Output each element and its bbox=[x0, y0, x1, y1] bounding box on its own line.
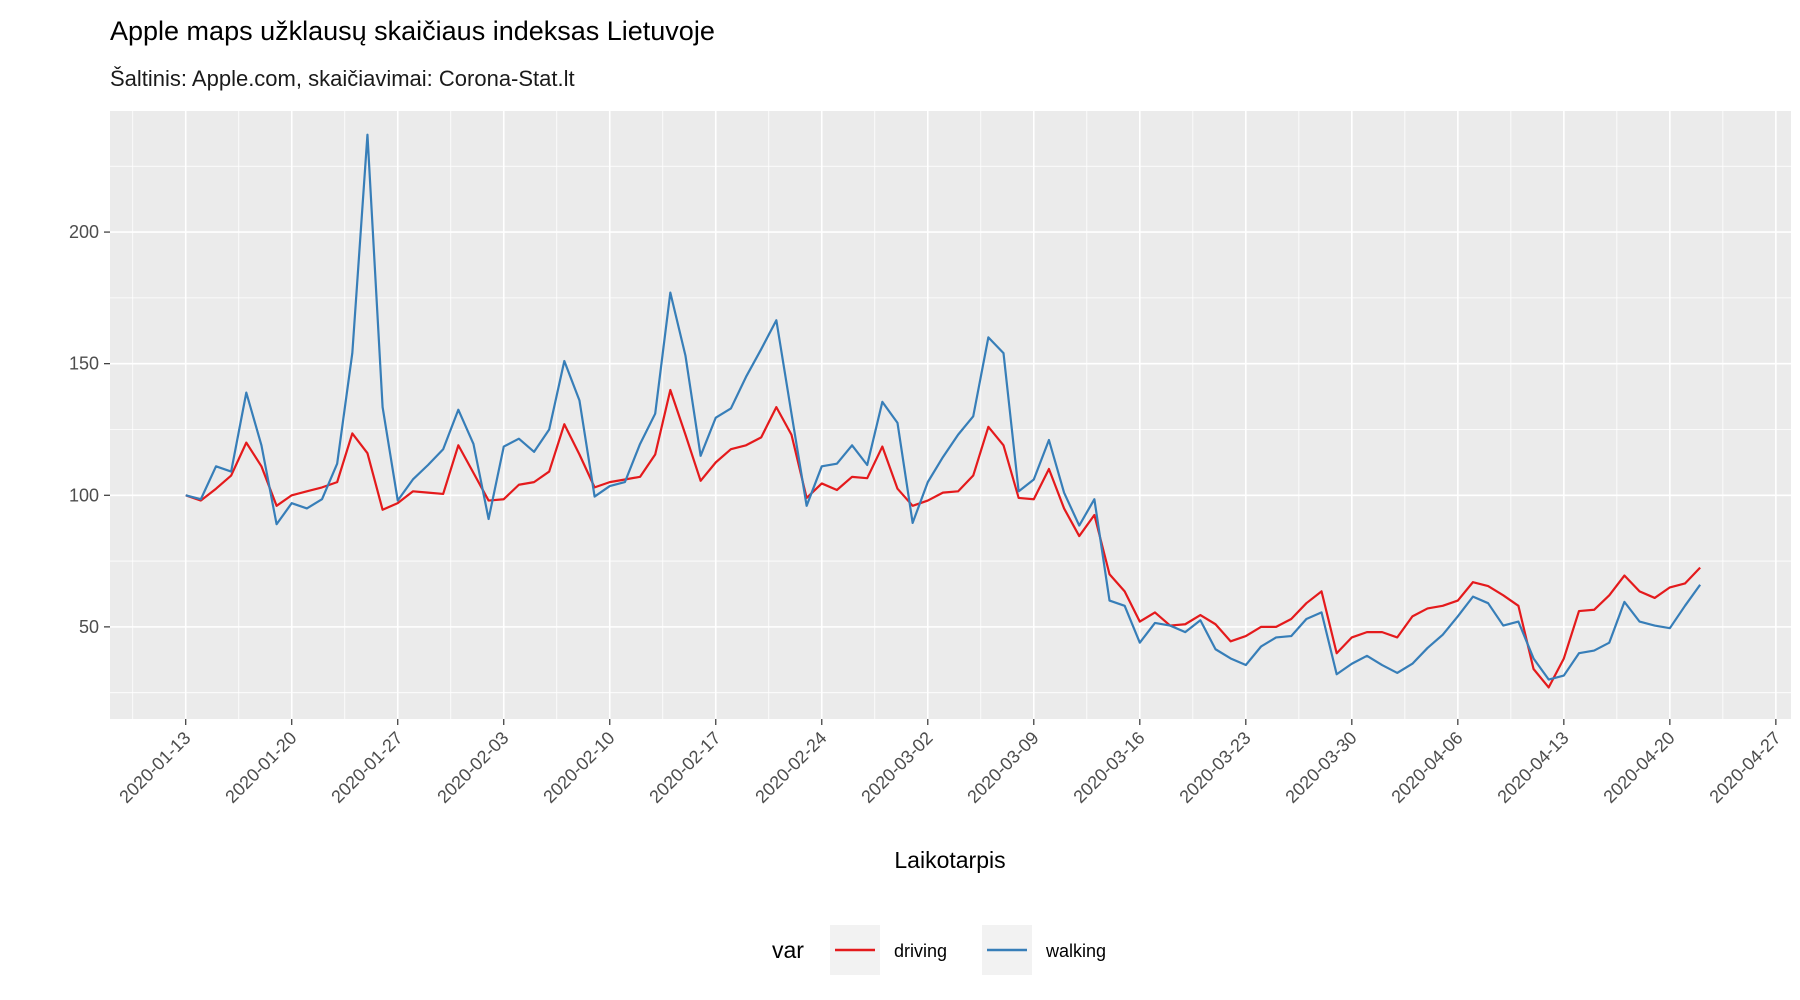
x-tick-label: 2020-01-13 bbox=[115, 728, 194, 807]
legend-title: var bbox=[772, 937, 804, 963]
x-tick-label: 2020-04-13 bbox=[1493, 728, 1572, 807]
legend-label-walking: walking bbox=[1045, 941, 1106, 961]
y-tick-label: 200 bbox=[69, 222, 99, 242]
chart-title: Apple maps užklausų skaičiaus indeksas L… bbox=[110, 16, 715, 46]
x-tick-label: 2020-02-24 bbox=[751, 728, 830, 807]
y-tick-label: 50 bbox=[79, 617, 99, 637]
chart-subtitle: Šaltinis: Apple.com, skaičiavimai: Coron… bbox=[110, 66, 575, 91]
legend-label-driving: driving bbox=[894, 941, 947, 961]
x-tick-label: 2020-03-02 bbox=[857, 728, 936, 807]
x-tick-label: 2020-03-23 bbox=[1175, 728, 1254, 807]
x-tick-label: 2020-03-16 bbox=[1069, 728, 1148, 807]
x-tick-label: 2020-03-30 bbox=[1281, 728, 1360, 807]
x-tick-label: 2020-03-09 bbox=[963, 728, 1042, 807]
series-lines bbox=[185, 133, 1702, 689]
x-tick-label: 2020-02-03 bbox=[433, 728, 512, 807]
x-axis: 2020-01-13 2020-01-20 2020-01-27 2020-02-03… bbox=[115, 719, 1785, 807]
y-tick-label: 150 bbox=[69, 354, 99, 374]
x-tick-label: 2020-04-20 bbox=[1599, 728, 1678, 807]
series-line-driving bbox=[185, 388, 1701, 689]
y-axis: 50 100 150 200 bbox=[69, 222, 110, 637]
x-tick-label: 2020-01-27 bbox=[327, 728, 406, 807]
series-line-walking bbox=[185, 133, 1702, 681]
x-tick-label: 2020-01-20 bbox=[221, 728, 300, 807]
x-tick-label: 2020-02-17 bbox=[645, 728, 724, 807]
x-tick-label: 2020-02-10 bbox=[539, 728, 618, 807]
x-tick-label: 2020-04-06 bbox=[1387, 728, 1466, 807]
x-axis-title: Laikotarpis bbox=[894, 847, 1005, 873]
grid-major bbox=[110, 111, 1791, 719]
grid-minor bbox=[110, 111, 1791, 719]
legend: var driving walking bbox=[772, 925, 1106, 975]
x-tick-label: 2020-04-27 bbox=[1705, 728, 1784, 807]
y-tick-label: 100 bbox=[69, 485, 99, 505]
